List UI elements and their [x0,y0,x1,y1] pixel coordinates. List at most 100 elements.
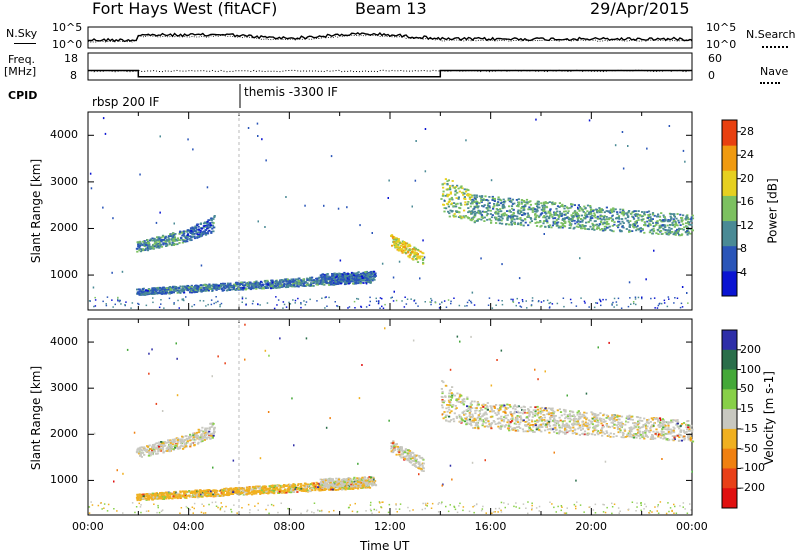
range-cell [170,233,173,236]
range-cell [381,297,383,300]
range-cell [473,304,476,306]
range-cell [162,292,165,295]
range-cell [478,202,481,204]
range-cell [461,191,464,194]
range-cell [575,215,578,218]
range-cell [600,215,604,218]
range-cell [222,286,225,289]
range-cell [691,217,695,220]
range-cell [574,222,577,225]
range-cell [333,281,336,284]
range-cell [501,300,503,302]
range-cell [232,286,235,289]
range-cell [680,228,683,230]
range-cell [142,248,145,250]
range-cell [372,277,375,280]
range-cell [221,493,224,496]
range-cell [325,482,328,485]
range-cell [361,277,364,279]
range-cell [179,491,182,494]
range-cell [203,222,206,225]
range-cell [148,245,151,248]
range-cell [592,227,595,230]
range-cell [173,234,176,236]
range-cell [140,294,143,296]
range-cell [205,495,209,498]
range-cell [453,213,456,215]
range-cell [243,493,246,496]
range-cell [207,436,210,439]
range-cell [466,305,468,307]
range-cell [522,224,525,227]
range-cell [619,208,622,211]
range-cell [226,289,229,292]
range-cell [593,306,596,309]
range-cell [655,232,658,235]
range-cell [505,214,509,217]
range-cell [163,441,166,443]
range-cell [209,226,212,229]
range-cell [283,282,286,285]
range-cell [391,296,393,299]
range-cell [454,190,457,193]
range-cell [199,436,202,439]
range-cell [530,220,533,222]
range-cell [526,201,529,204]
range-cell [204,290,207,292]
range-cell [353,480,356,483]
range-cell [658,226,661,229]
range-cell [667,229,670,231]
range-cell [200,234,203,236]
range-cell [488,202,491,204]
range-cell [199,299,201,302]
range-cell [138,290,141,293]
range-cell [366,274,369,276]
range-cell [174,496,177,499]
range-cell [204,229,207,231]
range-cell [170,445,173,447]
range-cell [327,276,331,279]
range-cell [467,211,470,214]
range-cell [661,232,664,235]
range-cell [139,496,142,499]
range-cell [352,272,355,275]
range-cell [212,432,216,435]
range-cell [621,224,624,227]
range-cell [531,211,534,213]
range-cell [287,487,290,490]
range-cell [202,284,205,287]
range-cell [483,211,486,213]
range-cell [668,220,671,223]
range-cell [564,222,567,224]
range-cell [136,250,139,253]
range-cell [208,428,211,430]
range-cell [152,446,155,449]
range-cell [312,279,316,281]
range-cell [169,235,172,238]
range-cell [138,293,141,295]
range-cell [673,302,675,304]
range-cell [210,219,213,222]
range-cell [471,218,474,220]
range-cell [610,210,613,212]
range-cell [199,495,202,498]
range-cell [196,233,199,236]
range-cell [200,287,203,289]
range-cell [465,190,468,193]
range-cell [442,190,445,193]
range-cell [144,289,147,292]
range-cell [182,239,185,241]
range-cell [146,448,149,451]
range-cell [610,208,613,211]
range-cell [576,221,579,223]
range-cell [192,148,194,151]
range-cell [668,226,671,229]
range-cell [668,224,672,226]
range-cell [156,243,160,245]
range-cell [579,221,582,223]
range-cell [598,223,601,225]
range-cell [270,491,273,493]
range-cell [553,203,556,205]
range-cell [219,495,222,497]
range-cell [176,442,179,445]
